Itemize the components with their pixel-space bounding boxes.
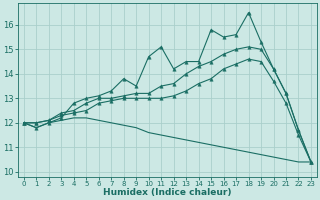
X-axis label: Humidex (Indice chaleur): Humidex (Indice chaleur) (103, 188, 232, 197)
